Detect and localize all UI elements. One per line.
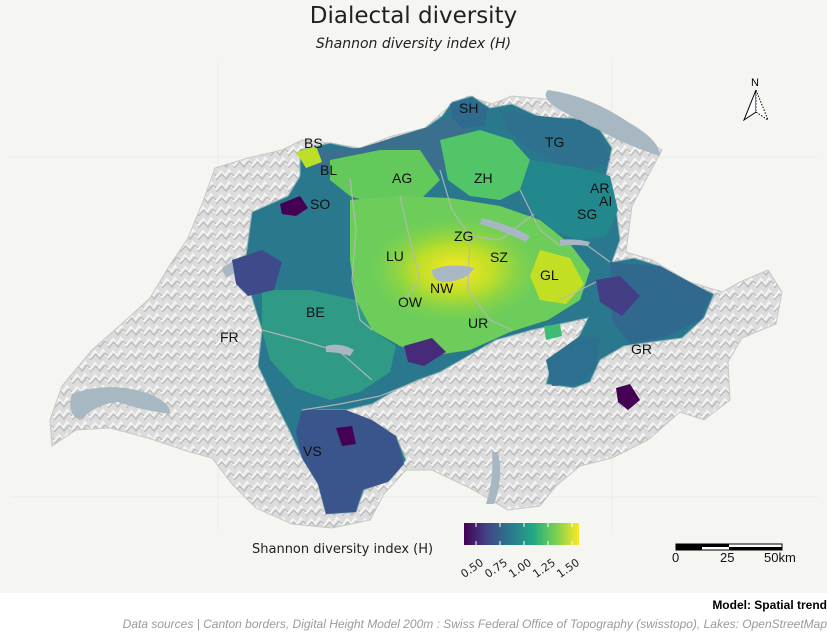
- plot-area: SH BS TG BL AG ZH AR AI SO SG ZG LU SZ G…: [0, 0, 827, 593]
- north-label: N: [751, 77, 759, 89]
- canton-label: FR: [220, 329, 239, 345]
- canton-label: UR: [468, 315, 488, 331]
- canton-borders: [261, 169, 611, 411]
- canton-label: BS: [304, 135, 323, 151]
- canton-label: SH: [459, 100, 478, 116]
- scale-label-50: 50km: [764, 550, 796, 565]
- canton-label: ZH: [474, 170, 493, 186]
- scale-label-0: 0: [672, 550, 680, 565]
- patch-gr-blue: [610, 262, 712, 344]
- patch-be-teal: [262, 290, 396, 400]
- patch-ti-green: [544, 324, 562, 340]
- patch-vs-dark: [336, 426, 356, 446]
- canton-label: SG: [577, 206, 597, 222]
- canton-label: VS: [303, 443, 322, 459]
- lake-lucerne: [432, 265, 474, 282]
- map-title: Dialectal diversity: [309, 3, 518, 29]
- patch-lu-dark: [404, 338, 446, 366]
- patch-zh-green: [440, 130, 530, 200]
- canton-label: GR: [631, 341, 652, 357]
- patch-tg: [500, 110, 610, 170]
- patch-so-dark: [280, 196, 308, 216]
- canton-label: AI: [599, 193, 612, 209]
- scale-label-25: 25: [720, 550, 735, 565]
- patch-vs: [296, 410, 404, 514]
- patch-ti-dark: [616, 384, 640, 410]
- legend-title: Shannon diversity index (H): [252, 542, 434, 557]
- legend-colorbar: [464, 523, 579, 545]
- lake-thun: [326, 344, 354, 356]
- patch-ti: [546, 336, 600, 386]
- patch-west-dark: [232, 250, 282, 296]
- canton-label: BE: [306, 304, 325, 320]
- lake-leman: [70, 387, 171, 420]
- canton-label: OW: [398, 294, 423, 310]
- canton-labels: SH BS TG BL AG ZH AR AI SO SG ZG LU SZ G…: [220, 100, 652, 459]
- patch-sh: [450, 98, 488, 128]
- diversity-patches: [232, 98, 712, 514]
- canton-label: ZG: [454, 228, 473, 244]
- switzerland-map: SH BS TG BL AG ZH AR AI SO SG ZG LU SZ G…: [49, 89, 783, 551]
- canton-label: TG: [545, 134, 564, 150]
- canton-label: GL: [540, 267, 559, 283]
- canton-label: AG: [392, 170, 412, 186]
- patch-gl: [530, 250, 584, 304]
- lake-maggiore: [486, 452, 501, 504]
- canton-label: AR: [590, 180, 609, 196]
- patch-ostschweiz: [520, 160, 618, 240]
- inner-lakes: [326, 218, 590, 356]
- patch-bs-green: [296, 146, 322, 168]
- canton-label: SO: [310, 196, 330, 212]
- model-caption: Model: Spatial trend: [712, 598, 827, 612]
- data-sources-caption: Data sources | Canton borders, Digital H…: [122, 617, 827, 631]
- lake-zurich: [480, 218, 530, 242]
- patch-gr-deep: [596, 276, 640, 316]
- patch-ag-green: [330, 150, 440, 206]
- north-arrow-icon: [742, 89, 770, 122]
- lake-constance: [545, 90, 660, 156]
- canton-label: NW: [430, 280, 454, 296]
- map-subtitle: Shannon diversity index (H): [315, 36, 512, 52]
- lake-walen: [560, 239, 590, 246]
- canton-label: SZ: [490, 249, 508, 265]
- canton-label: BL: [320, 162, 337, 178]
- scale-bar: [675, 543, 783, 551]
- canton-label: LU: [386, 248, 404, 264]
